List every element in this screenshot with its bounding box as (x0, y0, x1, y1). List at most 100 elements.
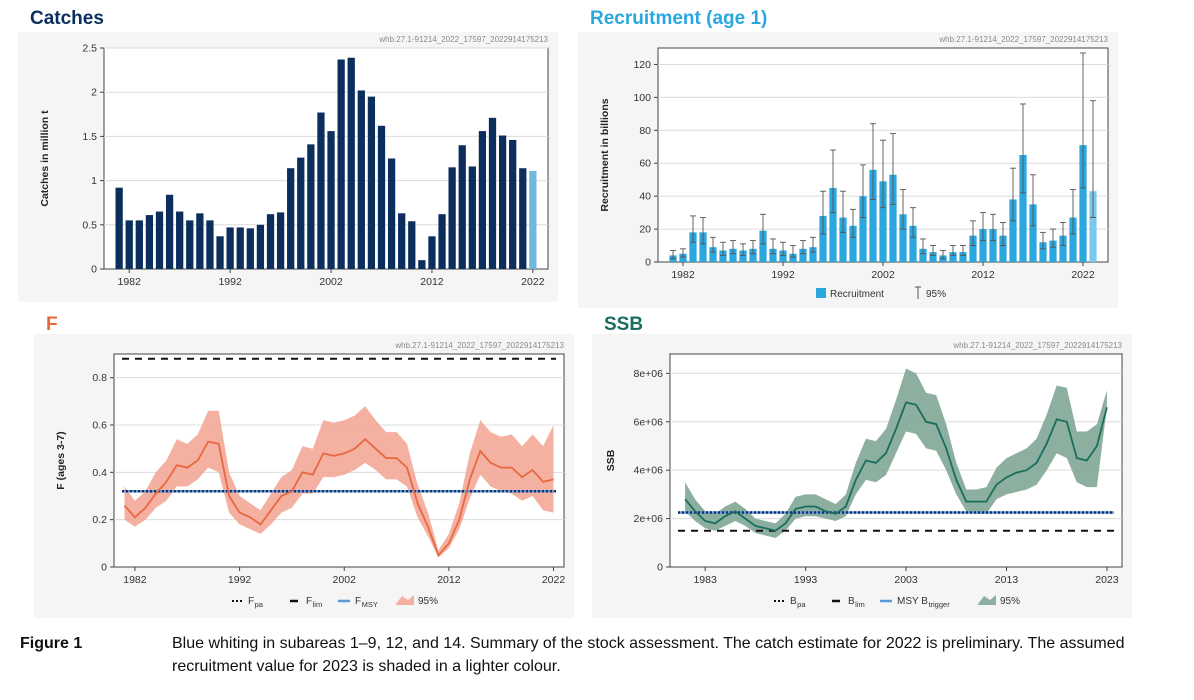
catch-bar (387, 158, 396, 269)
catches-title: Catches (30, 8, 104, 29)
recruitment-bar (769, 248, 777, 262)
ssb-panel: SSB 0 2e+06 4e+06 6e+06 8e+06 1983 1993 2003 201… (592, 312, 1132, 618)
recruitment-bar (849, 225, 857, 262)
catch-bar (287, 168, 295, 269)
y-tick-label: 100 (633, 92, 651, 104)
y-tick-label: 2.5 (82, 43, 97, 55)
catch-bar (145, 215, 154, 269)
recruitment-bar (689, 232, 697, 262)
recruitment-bar (759, 230, 767, 262)
catch-bar (155, 211, 164, 269)
catches-chart: 0 0.5 1 1.5 2 2.5 1982 1992 2002 2012 2022 Catches … (39, 35, 549, 288)
y-tick-label: 60 (639, 158, 651, 170)
figure-caption-text: Blue whiting in subareas 1–9, 12, and 14… (172, 635, 1125, 675)
recruitment-bar (969, 235, 977, 262)
source-id: whb.27.1-91214_2022_17597_2022914175213 (938, 35, 1108, 44)
ssb-title: SSB (604, 314, 644, 335)
catch-bar (115, 187, 123, 269)
catch-bar (509, 139, 517, 269)
x-tick-label: 2002 (871, 269, 895, 281)
estimate-line (123, 437, 554, 557)
confidence-band (124, 406, 554, 558)
recruitment-bar (899, 214, 907, 262)
recruitment-bar (839, 217, 847, 262)
x-tick-label: 2022 (521, 276, 545, 288)
y-axis-label: Catches in million t (39, 110, 51, 207)
catch-bar (135, 220, 143, 269)
recruitment-bar (1029, 204, 1037, 262)
recruitment-bar (869, 169, 877, 262)
y-tick-label: 120 (633, 59, 651, 71)
recruitment-bar (789, 253, 797, 262)
catch-bar (236, 227, 244, 269)
catch-bar (347, 57, 355, 269)
recruitment-bar (739, 250, 747, 262)
catch-bar (438, 214, 446, 269)
catch-bar (165, 194, 174, 269)
x-tick-label: 2003 (894, 574, 918, 586)
catch-bar (206, 220, 214, 269)
f-title: F (46, 314, 58, 335)
recruitment-bar (809, 247, 817, 262)
catch-bar (176, 211, 184, 269)
recruitment-bar (779, 250, 787, 262)
estimate-line (684, 401, 1108, 532)
recruitment-bar (1019, 155, 1027, 262)
catch-bar (398, 213, 406, 269)
y-tick-label: 2e+06 (634, 513, 664, 525)
catch-bar (498, 135, 507, 269)
x-tick-label: 2013 (995, 574, 1019, 586)
recruitment-bar (729, 248, 737, 262)
catch-bar (448, 167, 456, 269)
recruitment-title: Recruitment (age 1) (590, 8, 768, 29)
x-tick-label: 1993 (794, 574, 818, 586)
recruitment-bar (1069, 217, 1077, 262)
catch-bar (458, 145, 466, 269)
y-tick-label: 0.6 (92, 420, 107, 432)
catch-bar (327, 131, 335, 269)
x-tick-label: 2002 (333, 574, 357, 586)
x-tick-label: 2012 (437, 574, 461, 586)
confidence-band (685, 368, 1107, 538)
catches-panel: Catches 0 0.5 1 1.5 2 2.5 1982 1992 2002 2012 2022… (18, 6, 558, 302)
recruitment-bar (879, 181, 887, 262)
source-id: whb.27.1-91214_2022_17597_2022914175213 (952, 341, 1122, 350)
recruitment-bar (859, 196, 867, 262)
y-tick-label: 8e+06 (634, 368, 664, 380)
legend-lim-label: Blim (848, 596, 865, 609)
recruitment-bar (959, 252, 967, 262)
legend-ci-swatch (978, 595, 996, 605)
legend-recruitment-label: Recruitment (830, 289, 884, 300)
y-tick-label: 0 (645, 257, 651, 269)
x-tick-label: 2022 (542, 574, 566, 586)
legend-msy-label: FMSY (355, 596, 378, 609)
recruitment-bar (829, 187, 837, 262)
x-tick-label: 1992 (218, 276, 242, 288)
recruitment-bar (1079, 145, 1087, 262)
y-tick-label: 0 (657, 562, 663, 574)
y-tick-label: 80 (639, 125, 651, 137)
x-tick-label: 1983 (693, 574, 717, 586)
recruitment-bar (1059, 235, 1067, 262)
catch-bar (357, 90, 365, 269)
catch-bar (408, 221, 416, 269)
legend-ci-label: 95% (1000, 596, 1020, 607)
x-tick-label: 2023 (1095, 574, 1119, 586)
source-id: whb.27.1-91214_2022_17597_2022914175213 (394, 341, 564, 350)
catch-bar (529, 170, 537, 269)
catch-bar (488, 117, 497, 269)
catch-bar (297, 157, 305, 269)
catch-bar (307, 144, 315, 269)
x-tick-label: 2012 (420, 276, 444, 288)
recruitment-panel: Recruitment (age 1) 0 20 40 60 80 100 120 1982 1… (578, 6, 1118, 308)
legend-pa-label: Fpa (248, 596, 264, 609)
recruitment-bar (709, 247, 717, 262)
plot-area (669, 353, 1123, 568)
legend-ci-label: 95% (418, 596, 438, 607)
legend-pa-label: Bpa (790, 596, 806, 609)
y-tick-label: 0 (101, 562, 107, 574)
figure-label: Figure 1 (20, 635, 83, 652)
legend-ci-swatch (396, 595, 414, 605)
x-tick-label: 2022 (1071, 269, 1095, 281)
recruitment-bar (719, 250, 727, 262)
